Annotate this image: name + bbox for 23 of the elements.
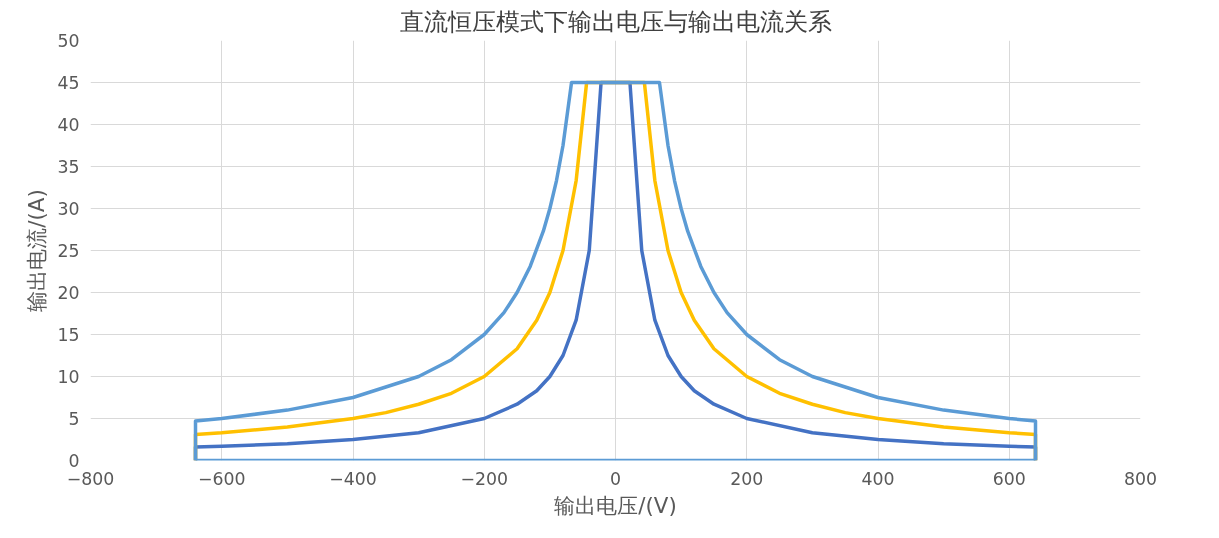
y-tick-label: 50 — [57, 31, 80, 51]
y-tick-label: 20 — [57, 283, 80, 303]
x-axis-title: 输出电压/(V) — [554, 492, 677, 518]
x-tick-label: −200 — [460, 468, 509, 489]
y-tick-label: 0 — [68, 451, 80, 471]
y-tick-label: 15 — [57, 325, 80, 345]
x-tick-label: −400 — [329, 468, 377, 489]
y-tick-label: 45 — [57, 73, 80, 93]
y-tick-label: 25 — [57, 241, 80, 261]
x-tick-label: −800 — [66, 468, 115, 489]
x-tick-label: 400 — [861, 468, 895, 489]
x-tick-label: 600 — [992, 468, 1026, 489]
y-tick-label: 10 — [57, 367, 80, 387]
y-tick-label: 40 — [57, 115, 80, 135]
x-tick-label: 200 — [730, 468, 764, 489]
chart-title: 直流恒压模式下输出电压与输出电流关系 — [399, 7, 832, 36]
x-tick-label: 800 — [1123, 468, 1158, 489]
y-tick-label: 35 — [57, 157, 80, 177]
x-tick-label: 0 — [609, 468, 622, 489]
y-tick-label: 5 — [68, 409, 80, 429]
x-tick-label: −600 — [197, 468, 246, 489]
y-tick-label: 30 — [57, 199, 80, 219]
y-axis-title: 输出电流/(A) — [24, 189, 50, 312]
